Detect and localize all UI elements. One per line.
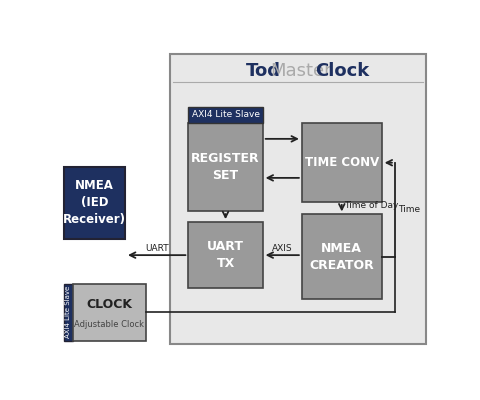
- Bar: [188, 222, 263, 288]
- Bar: [188, 106, 263, 124]
- Text: Time of Day: Time of Day: [344, 200, 398, 210]
- Text: Time: Time: [398, 205, 420, 214]
- Bar: [64, 166, 125, 239]
- Bar: [64, 284, 73, 341]
- Text: REGISTER
SET: REGISTER SET: [191, 152, 260, 182]
- Text: AXI4 Lite Slave: AXI4 Lite Slave: [65, 286, 72, 338]
- Bar: [302, 214, 382, 299]
- Text: AXIS: AXIS: [272, 244, 293, 254]
- Text: UART
TX: UART TX: [207, 240, 244, 270]
- Text: Clock: Clock: [315, 62, 369, 80]
- Text: UART: UART: [145, 244, 168, 254]
- Text: Master: Master: [270, 62, 332, 80]
- Text: TIME CONV: TIME CONV: [305, 156, 379, 169]
- Text: Adjustable Clock: Adjustable Clock: [74, 320, 144, 329]
- Bar: [73, 284, 145, 341]
- Bar: [170, 54, 426, 344]
- Text: CLOCK: CLOCK: [86, 298, 132, 311]
- Text: Tod: Tod: [246, 62, 281, 80]
- Text: NMEA
(IED
Receiver): NMEA (IED Receiver): [63, 179, 126, 226]
- Bar: [188, 124, 263, 211]
- Text: NMEA
CREATOR: NMEA CREATOR: [310, 242, 374, 272]
- Text: AXI4 Lite Slave: AXI4 Lite Slave: [192, 110, 260, 120]
- Bar: [302, 124, 382, 202]
